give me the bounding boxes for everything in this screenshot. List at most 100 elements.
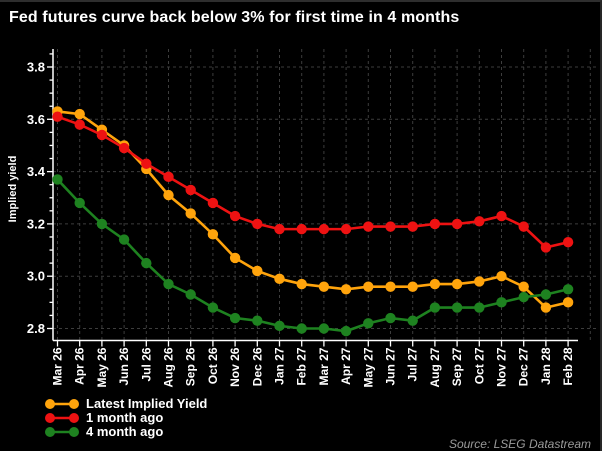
- series-line: [57, 115, 569, 249]
- data-point: [252, 265, 263, 277]
- data-point: [340, 284, 352, 295]
- series-line: [56, 178, 569, 333]
- y-axis-title: Implied yield: [7, 155, 19, 223]
- legend-line-dot-icon: [44, 425, 80, 437]
- data-point: [540, 289, 552, 300]
- data-point: [474, 302, 485, 313]
- data-point: [474, 216, 485, 227]
- x-tick-label: Aug 27: [428, 347, 442, 387]
- data-point: [96, 129, 108, 141]
- x-tick-label: Dec 26: [250, 347, 264, 386]
- data-point: [318, 223, 330, 235]
- data-point: [185, 208, 196, 219]
- legend-label: 4 month ago: [86, 423, 164, 439]
- x-tick-label: Feb 27: [295, 347, 309, 385]
- x-tick-label: Mar 26: [51, 347, 65, 385]
- data-point: [185, 289, 196, 300]
- data-point: [562, 284, 574, 295]
- data-point: [163, 278, 174, 290]
- legend-item-1-month-ago: 1 month ago: [44, 409, 207, 425]
- data-point: [385, 281, 396, 292]
- data-point: [407, 281, 418, 292]
- data-point: [429, 278, 441, 290]
- data-point: [229, 210, 241, 222]
- data-point: [363, 281, 374, 292]
- data-point: [363, 318, 374, 329]
- legend-line-dot-icon: [44, 397, 80, 409]
- x-tick-label: May 27: [361, 347, 375, 387]
- data-point: [163, 171, 174, 183]
- data-point: [496, 271, 507, 282]
- legend-line-dot-icon: [44, 411, 80, 423]
- data-point: [474, 276, 485, 287]
- legend-dot: [69, 427, 79, 437]
- series-latest-implied-yield: [52, 106, 574, 313]
- data-point: [141, 257, 152, 269]
- data-point: [407, 315, 418, 326]
- x-tick-label: Jul 27: [406, 347, 420, 381]
- data-point: [385, 312, 396, 324]
- data-point: [296, 278, 307, 290]
- legend-label: Latest Implied Yield: [86, 395, 208, 411]
- x-tick-label: Mar 27: [317, 347, 331, 385]
- series-4-month-ago: [52, 174, 574, 337]
- data-point: [207, 229, 219, 240]
- data-point: [229, 312, 241, 324]
- x-tick-label: Sep 26: [184, 347, 198, 386]
- x-tick-label: Sep 27: [450, 347, 464, 386]
- x-tick-label: Jan 28: [539, 347, 553, 385]
- data-point: [340, 325, 352, 337]
- x-tick-label: May 26: [95, 347, 109, 387]
- data-point: [274, 273, 285, 285]
- x-tick-label: Oct 26: [206, 347, 220, 384]
- legend-item-4-month-ago: 4 month ago: [44, 423, 207, 439]
- data-point: [562, 297, 574, 308]
- data-point: [118, 234, 130, 245]
- data-point: [540, 242, 552, 253]
- legend-label: 1 month ago: [86, 409, 164, 425]
- x-tick-label: Jan 27: [273, 347, 287, 385]
- data-point: [52, 111, 63, 122]
- data-point: [207, 197, 219, 209]
- data-point: [274, 320, 285, 332]
- data-point: [385, 221, 396, 232]
- data-point: [141, 158, 152, 169]
- data-point: [518, 281, 529, 292]
- data-point: [429, 218, 441, 230]
- data-point: [163, 189, 174, 201]
- data-point: [252, 218, 263, 230]
- y-tick-label: 3.2: [27, 216, 45, 231]
- data-point: [296, 323, 307, 334]
- y-ticks: [47, 53, 53, 330]
- legend-item-latest-implied-yield: Latest Implied Yield: [44, 395, 208, 411]
- y-tick-label: 3.4: [27, 164, 46, 179]
- data-point: [96, 218, 108, 230]
- legend-dot: [45, 427, 55, 437]
- data-point: [74, 108, 85, 120]
- y-tick-label: 3.0: [27, 269, 45, 284]
- data-point: [74, 197, 85, 209]
- data-point: [518, 221, 529, 232]
- y-tick-label: 3.8: [27, 60, 45, 75]
- data-point: [496, 297, 507, 308]
- x-ticks: [56, 340, 569, 347]
- legend-marker-glyph: [45, 413, 79, 423]
- y-tick-labels: 2.8 3.0 3.2 3.4 3.6 3.8: [27, 60, 46, 337]
- data-point: [74, 119, 85, 130]
- data-point: [229, 252, 241, 264]
- x-tick-label: Jul 26: [139, 347, 153, 381]
- axes: [52, 49, 578, 342]
- y-tick-label: 3.6: [27, 112, 45, 127]
- data-point: [296, 223, 307, 235]
- x-tick-label: Jun 27: [384, 347, 398, 385]
- data-point: [451, 278, 463, 290]
- x-tick-label: Nov 27: [495, 347, 509, 387]
- series-1-month-ago: [52, 111, 574, 253]
- legend-marker-glyph: [45, 399, 79, 409]
- data-point: [496, 210, 507, 222]
- data-point: [562, 237, 574, 248]
- data-point: [363, 221, 374, 232]
- data-point: [318, 281, 330, 292]
